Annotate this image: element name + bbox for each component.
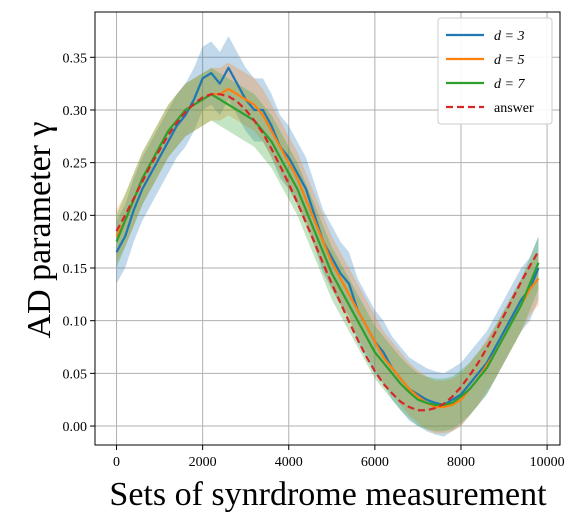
x-tick-label: 8000 <box>447 455 475 470</box>
y-tick-label: 0.25 <box>63 157 88 172</box>
y-tick-label: 0.00 <box>63 420 88 435</box>
y-axis-title: AD parameter γ <box>21 121 58 338</box>
legend-box <box>437 17 553 125</box>
x-tick-label: 10000 <box>530 455 565 470</box>
y-tick-label: 0.35 <box>63 51 88 66</box>
legend-label-4: answer <box>494 101 534 116</box>
axis-ticks: 0 2000 4000 6000 8000 10000 0.00 0.05 0.10 0.15 0.… <box>63 51 565 470</box>
grid <box>95 12 560 445</box>
x-tick-label: 2000 <box>189 455 217 470</box>
legend-label-2: d = 5 <box>494 53 524 68</box>
x-tick-label: 0 <box>113 455 120 470</box>
y-tick-label: 0.30 <box>63 104 88 119</box>
y-tick-label: 0.20 <box>63 209 88 224</box>
series-band-1 <box>116 36 539 437</box>
plot-frame <box>94 11 561 446</box>
y-tick-label: 0.15 <box>63 262 88 277</box>
legend: d = 3 d = 5 d = 7 answer <box>437 17 553 125</box>
x-tick-label: 4000 <box>275 455 303 470</box>
y-tick-label: 0.05 <box>63 367 88 382</box>
x-axis-title: Sets of synrdrome measurement <box>109 476 547 513</box>
legend-label-3: d = 7 <box>494 77 525 92</box>
legend-label-1: d = 3 <box>494 29 524 44</box>
y-tick-label: 0.10 <box>63 315 88 330</box>
series-lines <box>115 66 540 412</box>
x-tick-label: 6000 <box>361 455 389 470</box>
series-line-3 <box>115 93 540 407</box>
